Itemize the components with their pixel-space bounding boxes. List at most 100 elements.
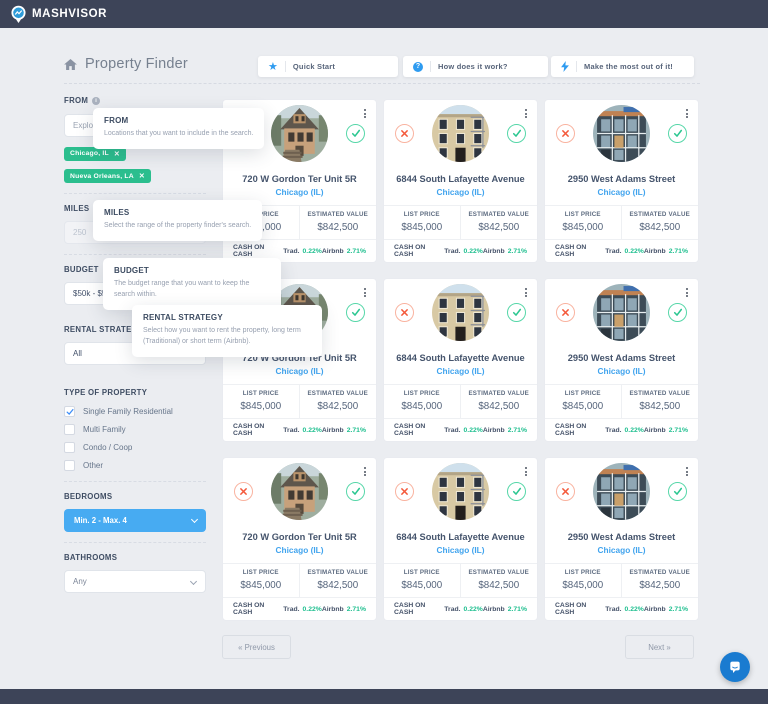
reject-property-button[interactable] xyxy=(556,123,575,143)
checkbox-other[interactable]: Other xyxy=(64,460,206,471)
property-address[interactable]: 2950 West Adams Street xyxy=(567,353,676,363)
list-price-value: $845,000 xyxy=(562,580,604,591)
property-address[interactable]: 2950 West Adams Street xyxy=(567,174,676,184)
airbnb-coc-value: 2.71% xyxy=(346,247,366,255)
price-table: LIST PRICE $845,000 ESTIMATED VALUE $842… xyxy=(545,384,698,419)
property-address[interactable]: 2950 West Adams Street xyxy=(567,532,676,542)
airbnb-label: Airbnb xyxy=(482,247,505,255)
make-the-most-button[interactable]: Make the most out of it! xyxy=(551,56,694,77)
reject-property-button[interactable] xyxy=(234,481,253,501)
reject-property-button[interactable] xyxy=(556,481,575,501)
cash-on-cash-label: CASH ON CASH xyxy=(394,423,426,437)
traditional-label: Trad. xyxy=(283,426,300,434)
kebab-menu-icon[interactable] xyxy=(362,465,368,478)
airbnb-coc-value: 2.71% xyxy=(507,426,527,434)
tooltip-from: FROM Locations that you want to include … xyxy=(93,108,265,149)
estimated-value-label: ESTIMATED VALUE xyxy=(307,569,369,576)
property-city-link[interactable]: Chicago (IL) xyxy=(436,366,485,376)
checkbox-single-family[interactable]: Single Family Residential xyxy=(64,406,206,417)
approve-property-button[interactable] xyxy=(507,123,526,143)
cash-on-cash-row: CASH ON CASH Trad. 0.22% Airbnb 2.71% xyxy=(545,598,698,620)
list-price-label: LIST PRICE xyxy=(403,569,440,576)
next-page-button[interactable]: Next » xyxy=(625,635,694,659)
property-photo[interactable] xyxy=(593,462,650,520)
checkbox-icon xyxy=(64,460,75,471)
property-address[interactable]: 6844 South Lafayette Avenue xyxy=(396,532,525,542)
property-photo[interactable] xyxy=(432,283,489,341)
cash-on-cash-row: CASH ON CASH Trad. 0.22% Airbnb 2.71% xyxy=(223,240,376,262)
property-city-link[interactable]: Chicago (IL) xyxy=(597,366,646,376)
property-city-link[interactable]: Chicago (IL) xyxy=(436,187,485,197)
kebab-menu-icon[interactable] xyxy=(523,465,529,478)
reject-property-button[interactable] xyxy=(395,481,414,501)
checkbox-multi-family[interactable]: Multi Family xyxy=(64,424,206,435)
quick-start-button[interactable]: ★ Quick Start xyxy=(258,56,398,77)
bathrooms-select[interactable]: Any xyxy=(64,570,206,593)
property-address[interactable]: 6844 South Lafayette Avenue xyxy=(396,353,525,363)
kebab-menu-icon[interactable] xyxy=(684,286,690,299)
reject-property-button[interactable] xyxy=(395,123,414,143)
checkbox-condo-coop[interactable]: Condo / Coop xyxy=(64,442,206,453)
kebab-menu-icon[interactable] xyxy=(523,107,529,120)
traditional-coc-value: 0.22% xyxy=(624,426,644,434)
airbnb-coc-value: 2.71% xyxy=(346,605,366,613)
location-chip[interactable]: Chicago, IL ✕ xyxy=(64,146,126,161)
approve-property-button[interactable] xyxy=(507,302,526,322)
list-price-label: LIST PRICE xyxy=(403,390,440,397)
chat-launcher-button[interactable] xyxy=(720,652,750,682)
cash-on-cash-row: CASH ON CASH Trad. 0.22% Airbnb 2.71% xyxy=(384,598,537,620)
bedrooms-select[interactable]: Min. 2 - Max. 4 xyxy=(64,509,206,532)
list-price-label: LIST PRICE xyxy=(564,390,601,397)
approve-property-button[interactable] xyxy=(346,302,365,322)
property-address[interactable]: 720 W Gordon Ter Unit 5R xyxy=(242,353,357,363)
chip-remove-icon[interactable]: ✕ xyxy=(138,173,145,180)
approve-property-button[interactable] xyxy=(346,481,365,501)
property-city-link[interactable]: Chicago (IL) xyxy=(436,545,485,555)
kebab-menu-icon[interactable] xyxy=(362,286,368,299)
bedrooms-label: BEDROOMS xyxy=(64,492,113,501)
kebab-menu-icon[interactable] xyxy=(362,107,368,120)
cash-on-cash-label: CASH ON CASH xyxy=(394,244,426,258)
list-price-label: LIST PRICE xyxy=(564,569,601,576)
airbnb-coc-value: 2.71% xyxy=(668,605,688,613)
tooltip-budget: BUDGET The budget range that you want to… xyxy=(103,258,281,310)
approve-property-button[interactable] xyxy=(668,302,687,322)
previous-page-button[interactable]: « Previous xyxy=(222,635,291,659)
traditional-coc-value: 0.22% xyxy=(463,605,483,613)
approve-property-button[interactable] xyxy=(507,481,526,501)
kebab-menu-icon[interactable] xyxy=(684,107,690,120)
info-icon[interactable]: i xyxy=(92,96,101,105)
approve-property-button[interactable] xyxy=(346,123,365,143)
location-chip[interactable]: Nueva Orleans, LA ✕ xyxy=(64,169,151,183)
property-address[interactable]: 720 W Gordon Ter Unit 5R xyxy=(242,532,357,542)
property-city-link[interactable]: Chicago (IL) xyxy=(275,545,324,555)
property-photo[interactable] xyxy=(432,104,489,162)
property-city-link[interactable]: Chicago (IL) xyxy=(275,187,324,197)
property-photo[interactable] xyxy=(271,462,328,520)
chip-remove-icon[interactable]: ✕ xyxy=(113,150,120,158)
brand-logo[interactable]: MASHVISOR xyxy=(10,5,107,24)
cash-on-cash-label: CASH ON CASH xyxy=(555,602,587,616)
airbnb-coc-value: 2.71% xyxy=(346,426,366,434)
reject-property-button[interactable] xyxy=(395,302,414,322)
question-icon: ? xyxy=(413,61,423,72)
property-photo[interactable] xyxy=(593,104,650,162)
property-address[interactable]: 6844 South Lafayette Avenue xyxy=(396,174,525,184)
list-price-value: $845,000 xyxy=(401,222,443,233)
reject-property-button[interactable] xyxy=(556,302,575,322)
property-city-link[interactable]: Chicago (IL) xyxy=(597,545,646,555)
property-card: 6844 South Lafayette Avenue Chicago (IL)… xyxy=(383,457,538,621)
property-photo[interactable] xyxy=(593,283,650,341)
kebab-menu-icon[interactable] xyxy=(684,465,690,478)
approve-property-button[interactable] xyxy=(668,481,687,501)
property-city-link[interactable]: Chicago (IL) xyxy=(275,366,324,376)
property-photo[interactable] xyxy=(271,104,328,162)
traditional-label: Trad. xyxy=(444,605,461,613)
approve-property-button[interactable] xyxy=(668,123,687,143)
type-of-property-label: TYPE OF PROPERTY xyxy=(64,388,148,397)
property-city-link[interactable]: Chicago (IL) xyxy=(597,187,646,197)
property-address[interactable]: 720 W Gordon Ter Unit 5R xyxy=(242,174,357,184)
property-photo[interactable] xyxy=(432,462,489,520)
how-does-it-work-button[interactable]: ? How does it work? xyxy=(403,56,548,77)
kebab-menu-icon[interactable] xyxy=(523,286,529,299)
